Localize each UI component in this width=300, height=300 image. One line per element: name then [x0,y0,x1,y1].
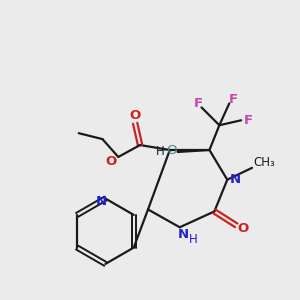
Text: F: F [244,114,253,127]
Text: O: O [106,155,117,168]
Text: N: N [96,195,107,208]
Text: F: F [229,93,238,106]
Text: F: F [194,97,203,110]
Text: H: H [155,146,164,158]
Text: CH₃: CH₃ [253,156,275,170]
Text: N: N [230,173,241,186]
Text: -O: -O [162,145,178,158]
Text: O: O [238,222,249,235]
Text: N: N [178,228,189,241]
Text: H: H [189,233,198,246]
Text: O: O [130,109,141,122]
